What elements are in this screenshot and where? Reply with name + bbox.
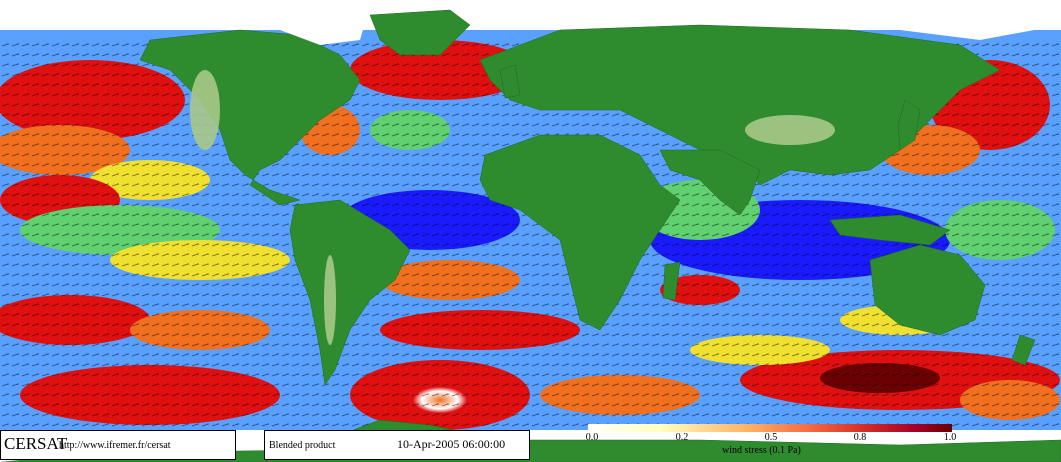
product-datetime: 10-Apr-2005 06:00:00: [397, 437, 506, 451]
legend-colorbar: [588, 424, 952, 432]
highlands: [190, 70, 835, 345]
legend-tick-3: 0.8: [853, 432, 867, 443]
andes: [324, 255, 336, 345]
product-label: Blended product: [269, 440, 336, 451]
legend-tick-0: 0.0: [585, 432, 599, 443]
product-panel: Blended product 10-Apr-2005 06:00:00: [264, 430, 530, 460]
greenland: [369, 9, 471, 56]
legend-tick-1: 0.2: [675, 432, 689, 443]
new-zealand: [1011, 334, 1036, 366]
legend-tick-4: 1.0: [943, 432, 957, 443]
rocky-mountains: [190, 70, 220, 150]
indonesia: [829, 214, 951, 246]
legend-tick-2: 0.5: [764, 432, 778, 443]
british-isles: [499, 64, 521, 99]
eurasia: [479, 24, 1001, 186]
madagascar: [662, 261, 681, 301]
legend-gradient: [588, 424, 952, 432]
japan: [897, 99, 921, 151]
brand-url[interactable]: http://www.ifremer.fr/cersat: [59, 440, 171, 451]
tibetan-plateau: [745, 115, 835, 145]
australia: [869, 244, 986, 336]
south-america: [289, 199, 411, 386]
brand-panel: CERSAT http://www.ifremer.fr/cersat: [0, 430, 236, 460]
africa: [479, 134, 681, 331]
india: [659, 149, 761, 216]
legend-title: wind stress (0.1 Pa): [722, 445, 801, 456]
brand-logo: CERSAT: [4, 434, 68, 453]
